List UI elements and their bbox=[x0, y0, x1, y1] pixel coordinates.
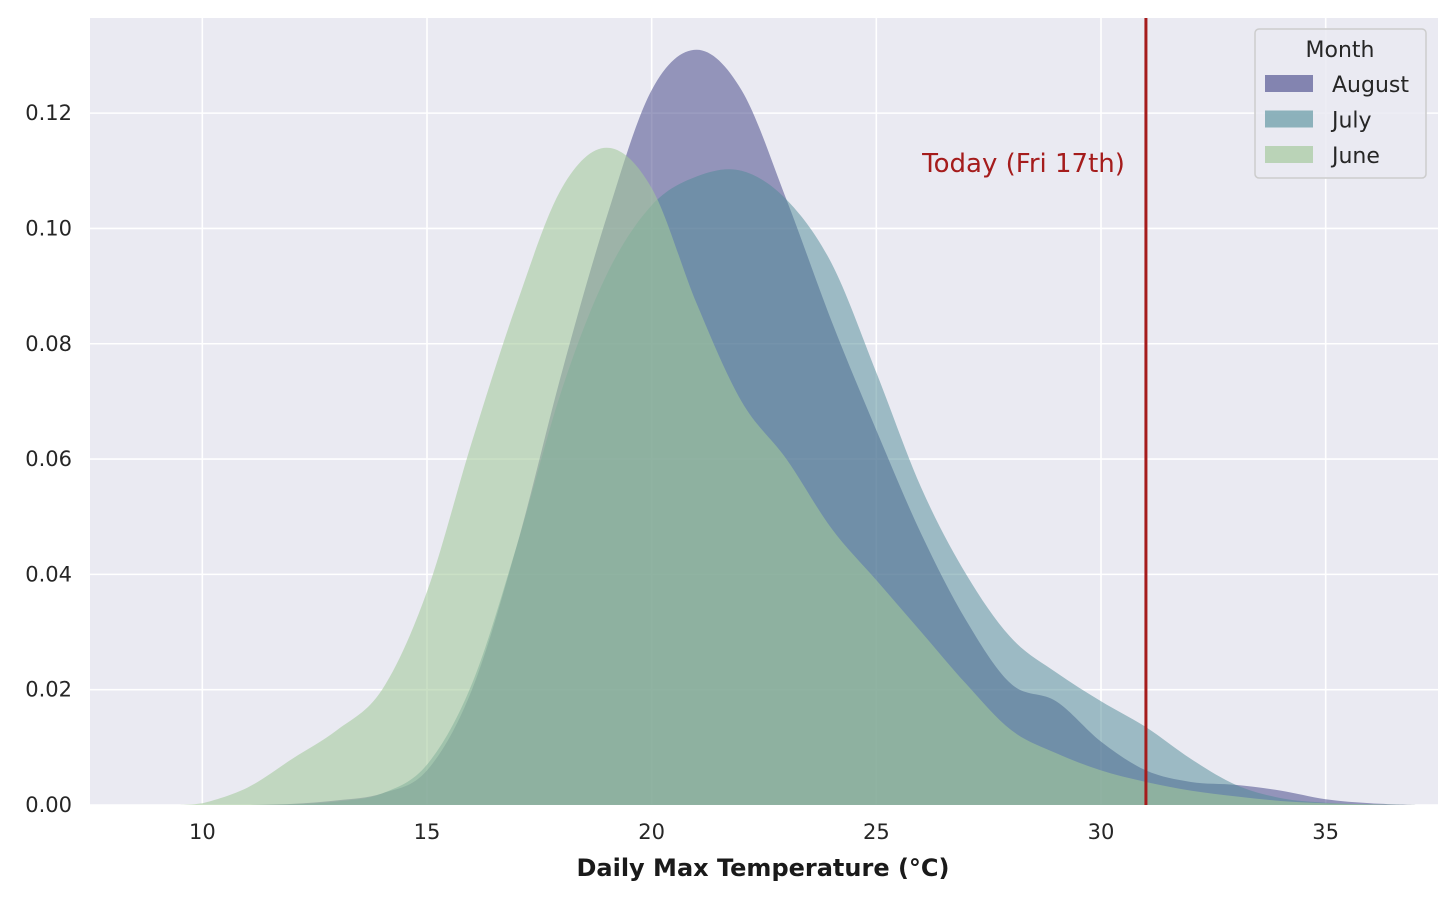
today-annotation: Today (Fri 17th) bbox=[921, 149, 1125, 179]
x-tick-label: 30 bbox=[1088, 820, 1115, 844]
density-area-june bbox=[179, 147, 1416, 805]
y-axis-ticks: 0.00 0.02 0.04 0.06 0.08 0.10 0.12 bbox=[25, 101, 72, 817]
x-axis-title: Daily Max Temperature (°C) bbox=[576, 854, 949, 882]
y-tick-label: 0.08 bbox=[25, 332, 72, 356]
legend-swatch-august bbox=[1265, 75, 1313, 92]
x-tick-label: 20 bbox=[638, 820, 665, 844]
legend: Month August July June bbox=[1254, 28, 1427, 179]
y-tick-label: 0.12 bbox=[25, 101, 72, 125]
legend-swatch-july bbox=[1265, 110, 1313, 128]
legend-swatch-june bbox=[1265, 146, 1313, 163]
x-tick-label: 35 bbox=[1312, 820, 1339, 844]
x-tick-label: 15 bbox=[414, 820, 441, 844]
x-axis-ticks: 10 15 20 25 30 35 bbox=[189, 820, 1339, 844]
y-tick-label: 0.06 bbox=[25, 447, 72, 471]
legend-box bbox=[1254, 28, 1427, 179]
y-tick-label: 0.04 bbox=[25, 562, 72, 586]
legend-items: August July June bbox=[1265, 73, 1409, 169]
y-tick-label: 0.10 bbox=[25, 216, 72, 240]
density-areas bbox=[179, 49, 1416, 805]
x-tick-label: 25 bbox=[863, 820, 890, 844]
x-tick-label: 10 bbox=[189, 820, 216, 844]
legend-label-june: June bbox=[1330, 144, 1380, 169]
y-tick-label: 0.02 bbox=[25, 678, 72, 702]
legend-label-august: August bbox=[1332, 73, 1409, 98]
legend-title: Month bbox=[1306, 38, 1375, 63]
legend-label-july: July bbox=[1330, 109, 1372, 134]
annotation-layer: Today (Fri 17th) bbox=[921, 18, 1148, 805]
y-tick-label: 0.00 bbox=[25, 793, 72, 817]
